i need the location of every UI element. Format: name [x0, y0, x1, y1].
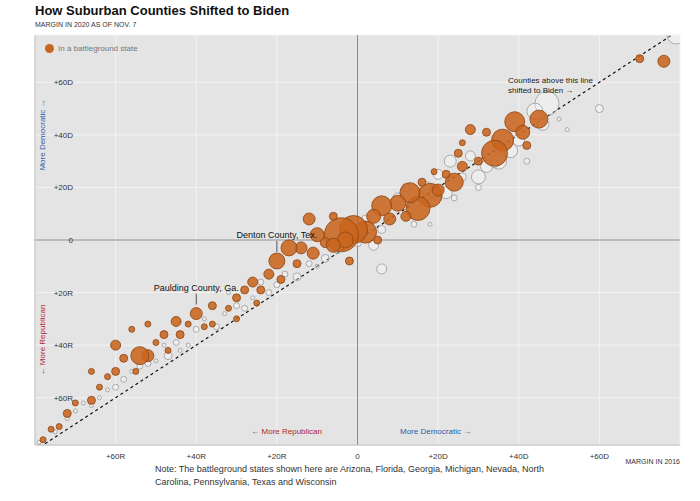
- svg-text:0: 0: [355, 452, 360, 461]
- svg-text:+20R: +20R: [267, 452, 287, 461]
- svg-text:0: 0: [69, 236, 74, 245]
- svg-text:+40R: +40R: [54, 341, 74, 350]
- html-text:More Democratic →: More Democratic →: [400, 427, 472, 436]
- html-text:MARGIN IN 2020 AS OF NOV. 7: MARGIN IN 2020 AS OF NOV. 7: [35, 21, 137, 28]
- svg-text:Denton County, Tex.: Denton County, Tex.: [237, 230, 318, 240]
- html-text:MARGIN IN 2016: MARGIN IN 2016: [625, 458, 680, 465]
- svg-text:+60R: +60R: [106, 452, 126, 461]
- html-text:How Suburban Counties Shifted: How Suburban Counties Shifted to Biden: [35, 3, 290, 18]
- svg-text:Paulding County, Ga.: Paulding County, Ga.: [154, 283, 239, 293]
- svg-text:+20D: +20D: [428, 452, 448, 461]
- svg-text:+20R: +20R: [54, 289, 74, 298]
- html-text:Note: The battleground states: Note: The battleground states shown here…: [155, 464, 545, 487]
- html-text:More Democratic →: More Democratic →: [37, 99, 47, 171]
- svg-text:+60D: +60D: [590, 452, 610, 461]
- html-text:← More Republican: ← More Republican: [251, 427, 322, 436]
- svg-text:+40D: +40D: [54, 131, 74, 140]
- svg-text:+20D: +20D: [54, 183, 74, 192]
- svg-text:+40R: +40R: [187, 452, 207, 461]
- html-text:Counties above this line shift: Counties above this line shifted to Bide…: [508, 76, 593, 95]
- svg-text:+60R: +60R: [54, 394, 74, 403]
- svg-text:+40D: +40D: [509, 452, 529, 461]
- html-text:← More Republican: ← More Republican: [37, 304, 47, 376]
- html-text:In a battleground state: In a battleground state: [58, 44, 138, 53]
- svg-text:+60D: +60D: [54, 78, 74, 87]
